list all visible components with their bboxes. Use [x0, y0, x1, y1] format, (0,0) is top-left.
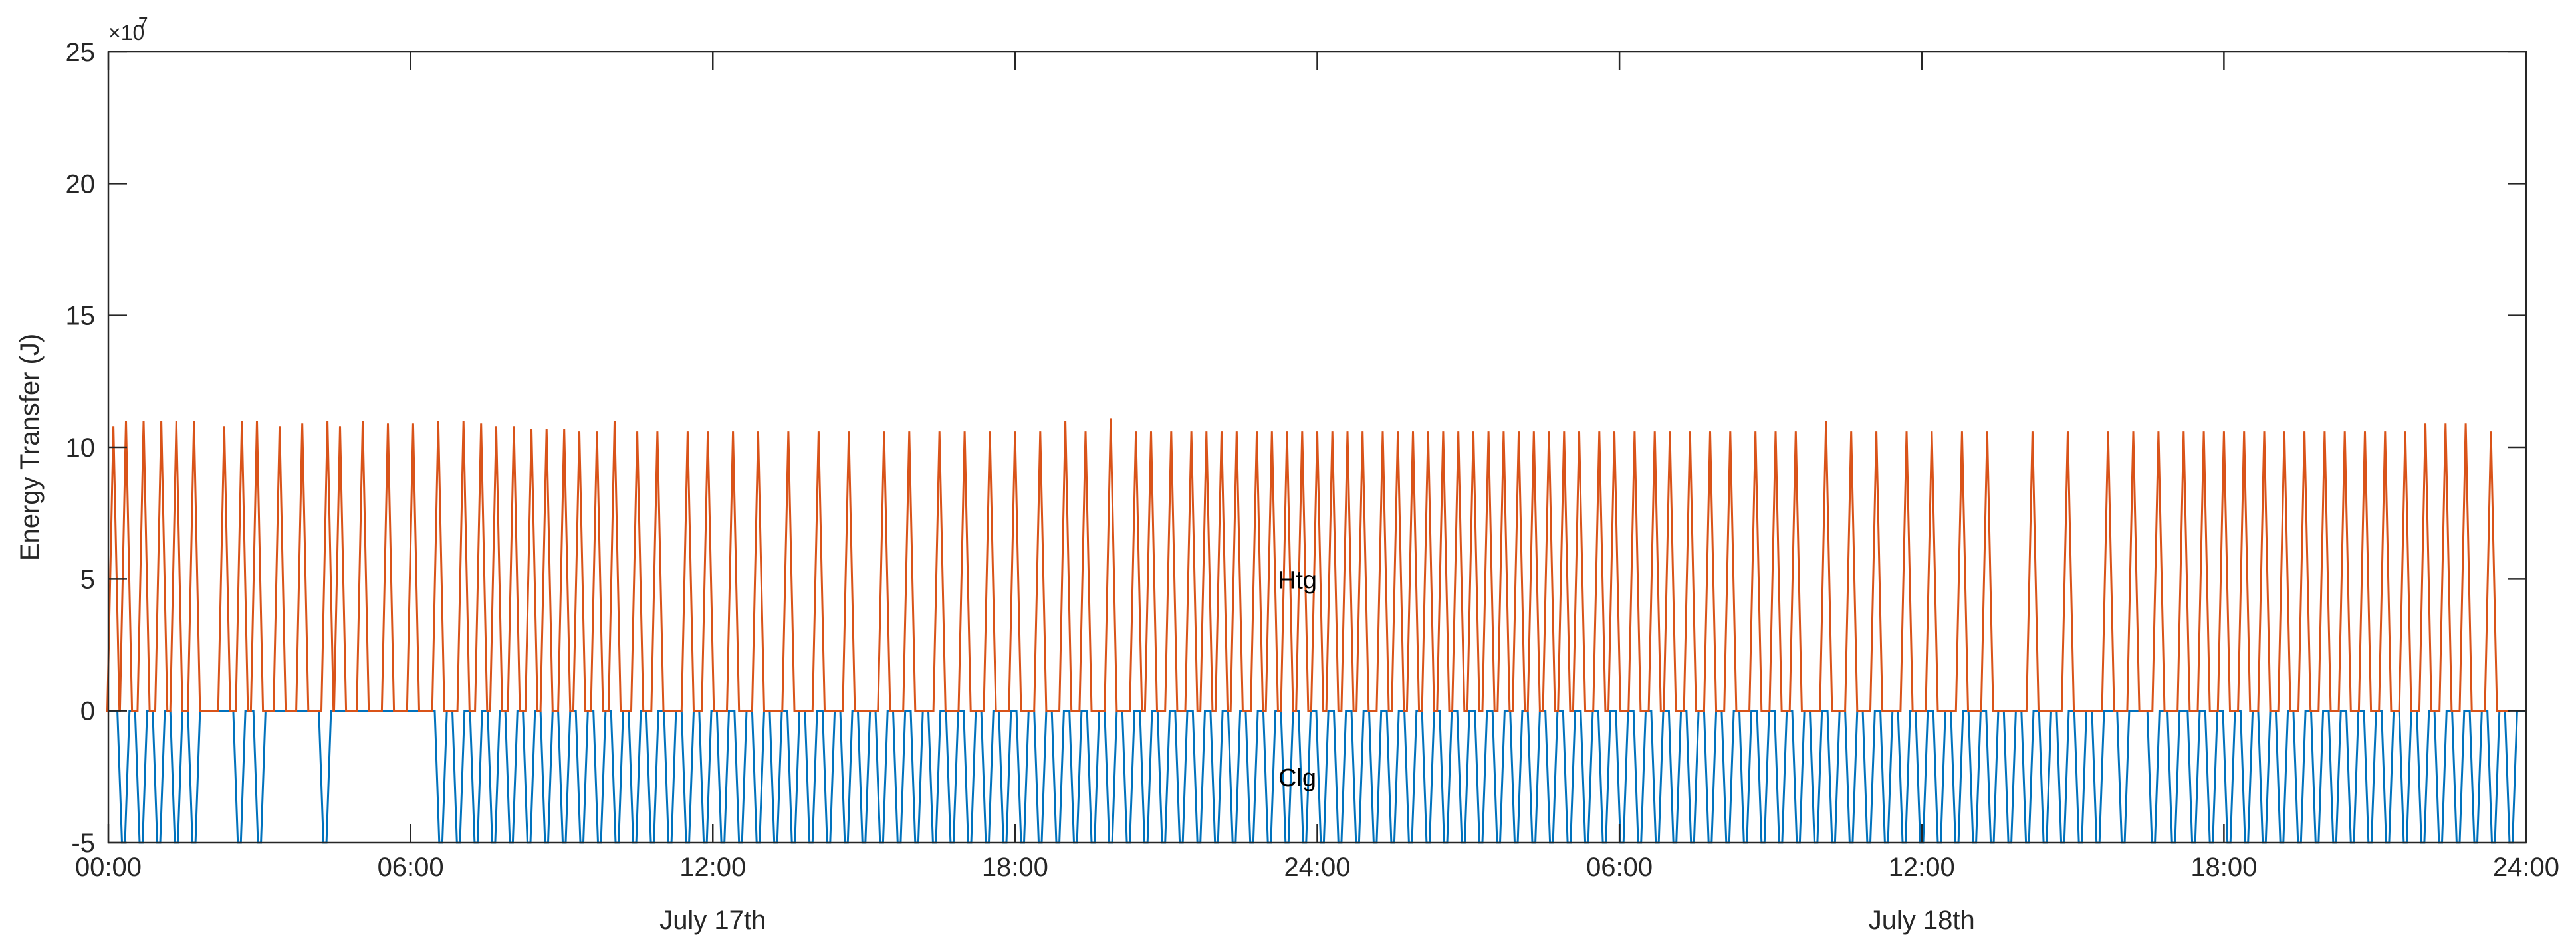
y-tick-label: 25: [66, 38, 96, 67]
x-tick-label: 06:00: [1586, 853, 1653, 882]
axes-layer: -5 0 5 10 15 20 25 00:00 06:00 12:00 18:00 24:00 06:…: [66, 38, 2560, 935]
x-tick-label: 24:00: [2493, 853, 2559, 882]
series-line-htg: [106, 418, 2510, 712]
x-tick-label: 18:00: [2190, 853, 2257, 882]
series-annotation-clg: Clg: [1278, 764, 1316, 792]
y-tick-label: 20: [66, 169, 96, 199]
y-tick-label: 10: [66, 433, 96, 463]
x-tick-label: 12:00: [1889, 853, 1955, 882]
x-tick-label: 12:00: [679, 853, 746, 882]
y-tick-label: 15: [66, 302, 96, 331]
y-tick-label: 5: [80, 565, 95, 594]
y-tick-label: -5: [71, 829, 95, 858]
y-exponent-power: 7: [138, 13, 148, 33]
y-exponent-label: ×10: [108, 21, 144, 45]
x-day-label: July 18th: [1869, 906, 1975, 935]
x-tick-label: 24:00: [1284, 853, 1350, 882]
y-tick-label: 0: [80, 697, 95, 726]
x-day-label: July 17th: [659, 906, 766, 935]
y-axis-label: Energy Transfer (J): [15, 334, 45, 561]
x-tick-label: 00:00: [75, 853, 142, 882]
x-tick-label: 18:00: [982, 853, 1048, 882]
x-tick-label: 06:00: [378, 853, 444, 882]
series-annotation-htg: Htg: [1278, 566, 1317, 594]
